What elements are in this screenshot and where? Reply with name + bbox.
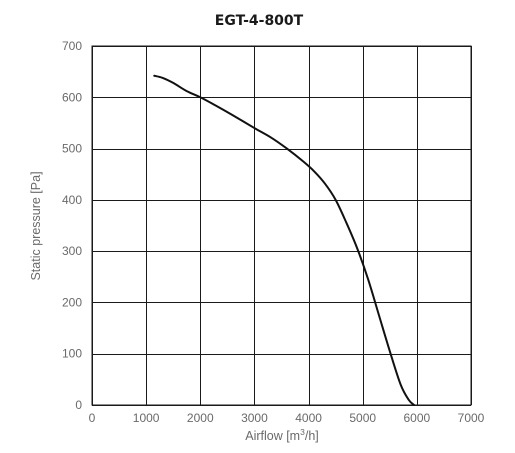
x-tick-labels: 0 1000 2000 3000 4000 5000 6000 7000 xyxy=(89,411,485,425)
grid-lines xyxy=(92,46,472,406)
series-group xyxy=(153,74,416,406)
plot-frame xyxy=(91,45,472,406)
x-tick-label: 6000 xyxy=(404,411,431,425)
x-tick-label: 4000 xyxy=(295,411,322,425)
y-tick-label: 100 xyxy=(62,347,82,361)
x-tick-label: 2000 xyxy=(187,411,214,425)
x-tick-label: 0 xyxy=(89,411,96,425)
x-tick-label: 1000 xyxy=(133,411,160,425)
fan-curve-line xyxy=(153,74,416,406)
chart-title: EGT-4-800T xyxy=(215,13,304,29)
y-tick-label: 0 xyxy=(75,398,82,412)
x-axis-label: Airflow [m3/h] xyxy=(245,427,319,443)
y-axis-label: Static pressure [Pa] xyxy=(29,171,43,280)
x-tick-label: 5000 xyxy=(349,411,376,425)
y-tick-label: 600 xyxy=(62,90,82,104)
y-tick-label: 500 xyxy=(62,142,82,156)
y-tick-label: 400 xyxy=(62,193,82,207)
x-tick-label: 3000 xyxy=(241,411,268,425)
x-tick-label: 7000 xyxy=(458,411,485,425)
y-tick-label: 200 xyxy=(62,295,82,309)
y-tick-label: 300 xyxy=(62,244,82,258)
y-tick-labels: 0 100 200 300 400 500 600 700 xyxy=(62,39,82,412)
y-tick-label: 700 xyxy=(62,39,82,53)
